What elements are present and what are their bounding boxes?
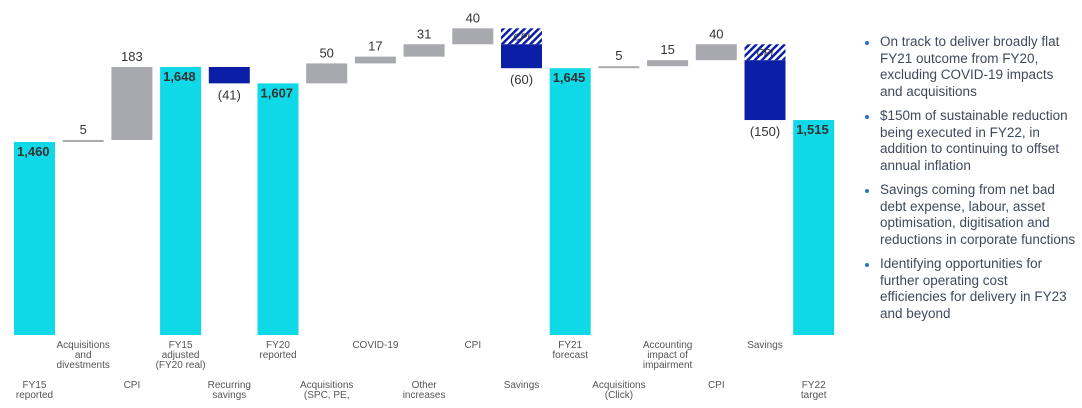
value-label: 1,607 (261, 85, 294, 100)
offset-bar (744, 44, 786, 61)
category-label: impairment (643, 360, 693, 371)
note: On track to deliver broadly flat FY21 ou… (862, 34, 1076, 100)
offset-bar (501, 28, 542, 45)
value-label: 31 (417, 26, 431, 41)
value-label: 1,648 (163, 69, 196, 84)
category-label: FY15 (169, 340, 193, 351)
category-label: COVID-19 (352, 340, 399, 351)
category-label: Acquisitions (57, 340, 110, 351)
bar (160, 67, 202, 335)
value-label: 1,460 (17, 144, 50, 159)
value-label: 40 (466, 10, 480, 25)
category-label: FY20 (266, 340, 290, 351)
category-label: Other (412, 380, 438, 391)
category-label: Accounting (643, 340, 692, 351)
note: $150m of sustainable reduction being exe… (862, 108, 1076, 174)
bar (354, 56, 396, 64)
value-label: 15 (660, 42, 674, 57)
value-label: 17 (368, 39, 382, 54)
note: Identifying opportunities for further op… (862, 256, 1076, 322)
offset-label: CPI (757, 48, 774, 59)
bar (306, 63, 348, 84)
note: Savings coming from net bad debt expense… (862, 182, 1076, 248)
bar (793, 120, 835, 336)
category-label: target (801, 390, 827, 401)
offset-label: CPI (513, 32, 530, 43)
category-label: divestments (57, 360, 110, 371)
category-label: Recurring (208, 380, 251, 391)
bar (501, 44, 542, 69)
category-label: reported (16, 390, 53, 401)
bar (647, 60, 689, 67)
category-label: forecast (552, 350, 588, 361)
value-label: 50 (319, 45, 333, 60)
notes: On track to deliver broadly flat FY21 ou… (862, 34, 1076, 330)
value-label: (60) (510, 72, 533, 87)
category-label: impact of (647, 350, 688, 361)
bar (403, 44, 445, 57)
bar (208, 67, 250, 84)
category-label: and (75, 350, 92, 361)
category-label: (FY20 real) (156, 360, 206, 371)
value-label: 5 (615, 48, 622, 63)
category-label: Savings (747, 340, 783, 351)
category-label: (SPC, PE, (304, 390, 350, 401)
category-label: CPI (464, 340, 481, 351)
category-label: FY15 (23, 380, 47, 391)
bar (695, 44, 737, 61)
category-label: CPI (708, 380, 725, 391)
value-label: 1,645 (553, 70, 586, 85)
category-label: savings (212, 390, 246, 401)
chart: 1,460FY15reported5Acquisitionsanddivestm… (14, 10, 835, 401)
bar (744, 60, 786, 121)
category-label: reported (259, 350, 296, 361)
category-label: Acquisitions (300, 380, 353, 391)
bar (598, 66, 640, 69)
category-label: FY22 (802, 380, 826, 391)
category-label: increases (403, 390, 446, 401)
value-label: 183 (121, 49, 143, 64)
category-label: Acquisitions (592, 380, 645, 391)
category-label: CPI (124, 380, 141, 391)
value-label: (41) (218, 87, 241, 102)
bar (257, 83, 299, 335)
value-label: 40 (709, 26, 723, 41)
bar (452, 28, 494, 45)
bar (111, 67, 153, 140)
value-label: 5 (80, 122, 87, 137)
bar (549, 68, 591, 336)
category-label: adjusted (162, 350, 200, 361)
value-label: 1,515 (796, 122, 829, 137)
category-label: Savings (504, 380, 540, 391)
category-label: (Click) (605, 390, 633, 401)
bar (62, 139, 104, 142)
bar (14, 141, 55, 335)
value-label: (150) (750, 124, 780, 139)
category-label: FY21 (558, 340, 582, 351)
